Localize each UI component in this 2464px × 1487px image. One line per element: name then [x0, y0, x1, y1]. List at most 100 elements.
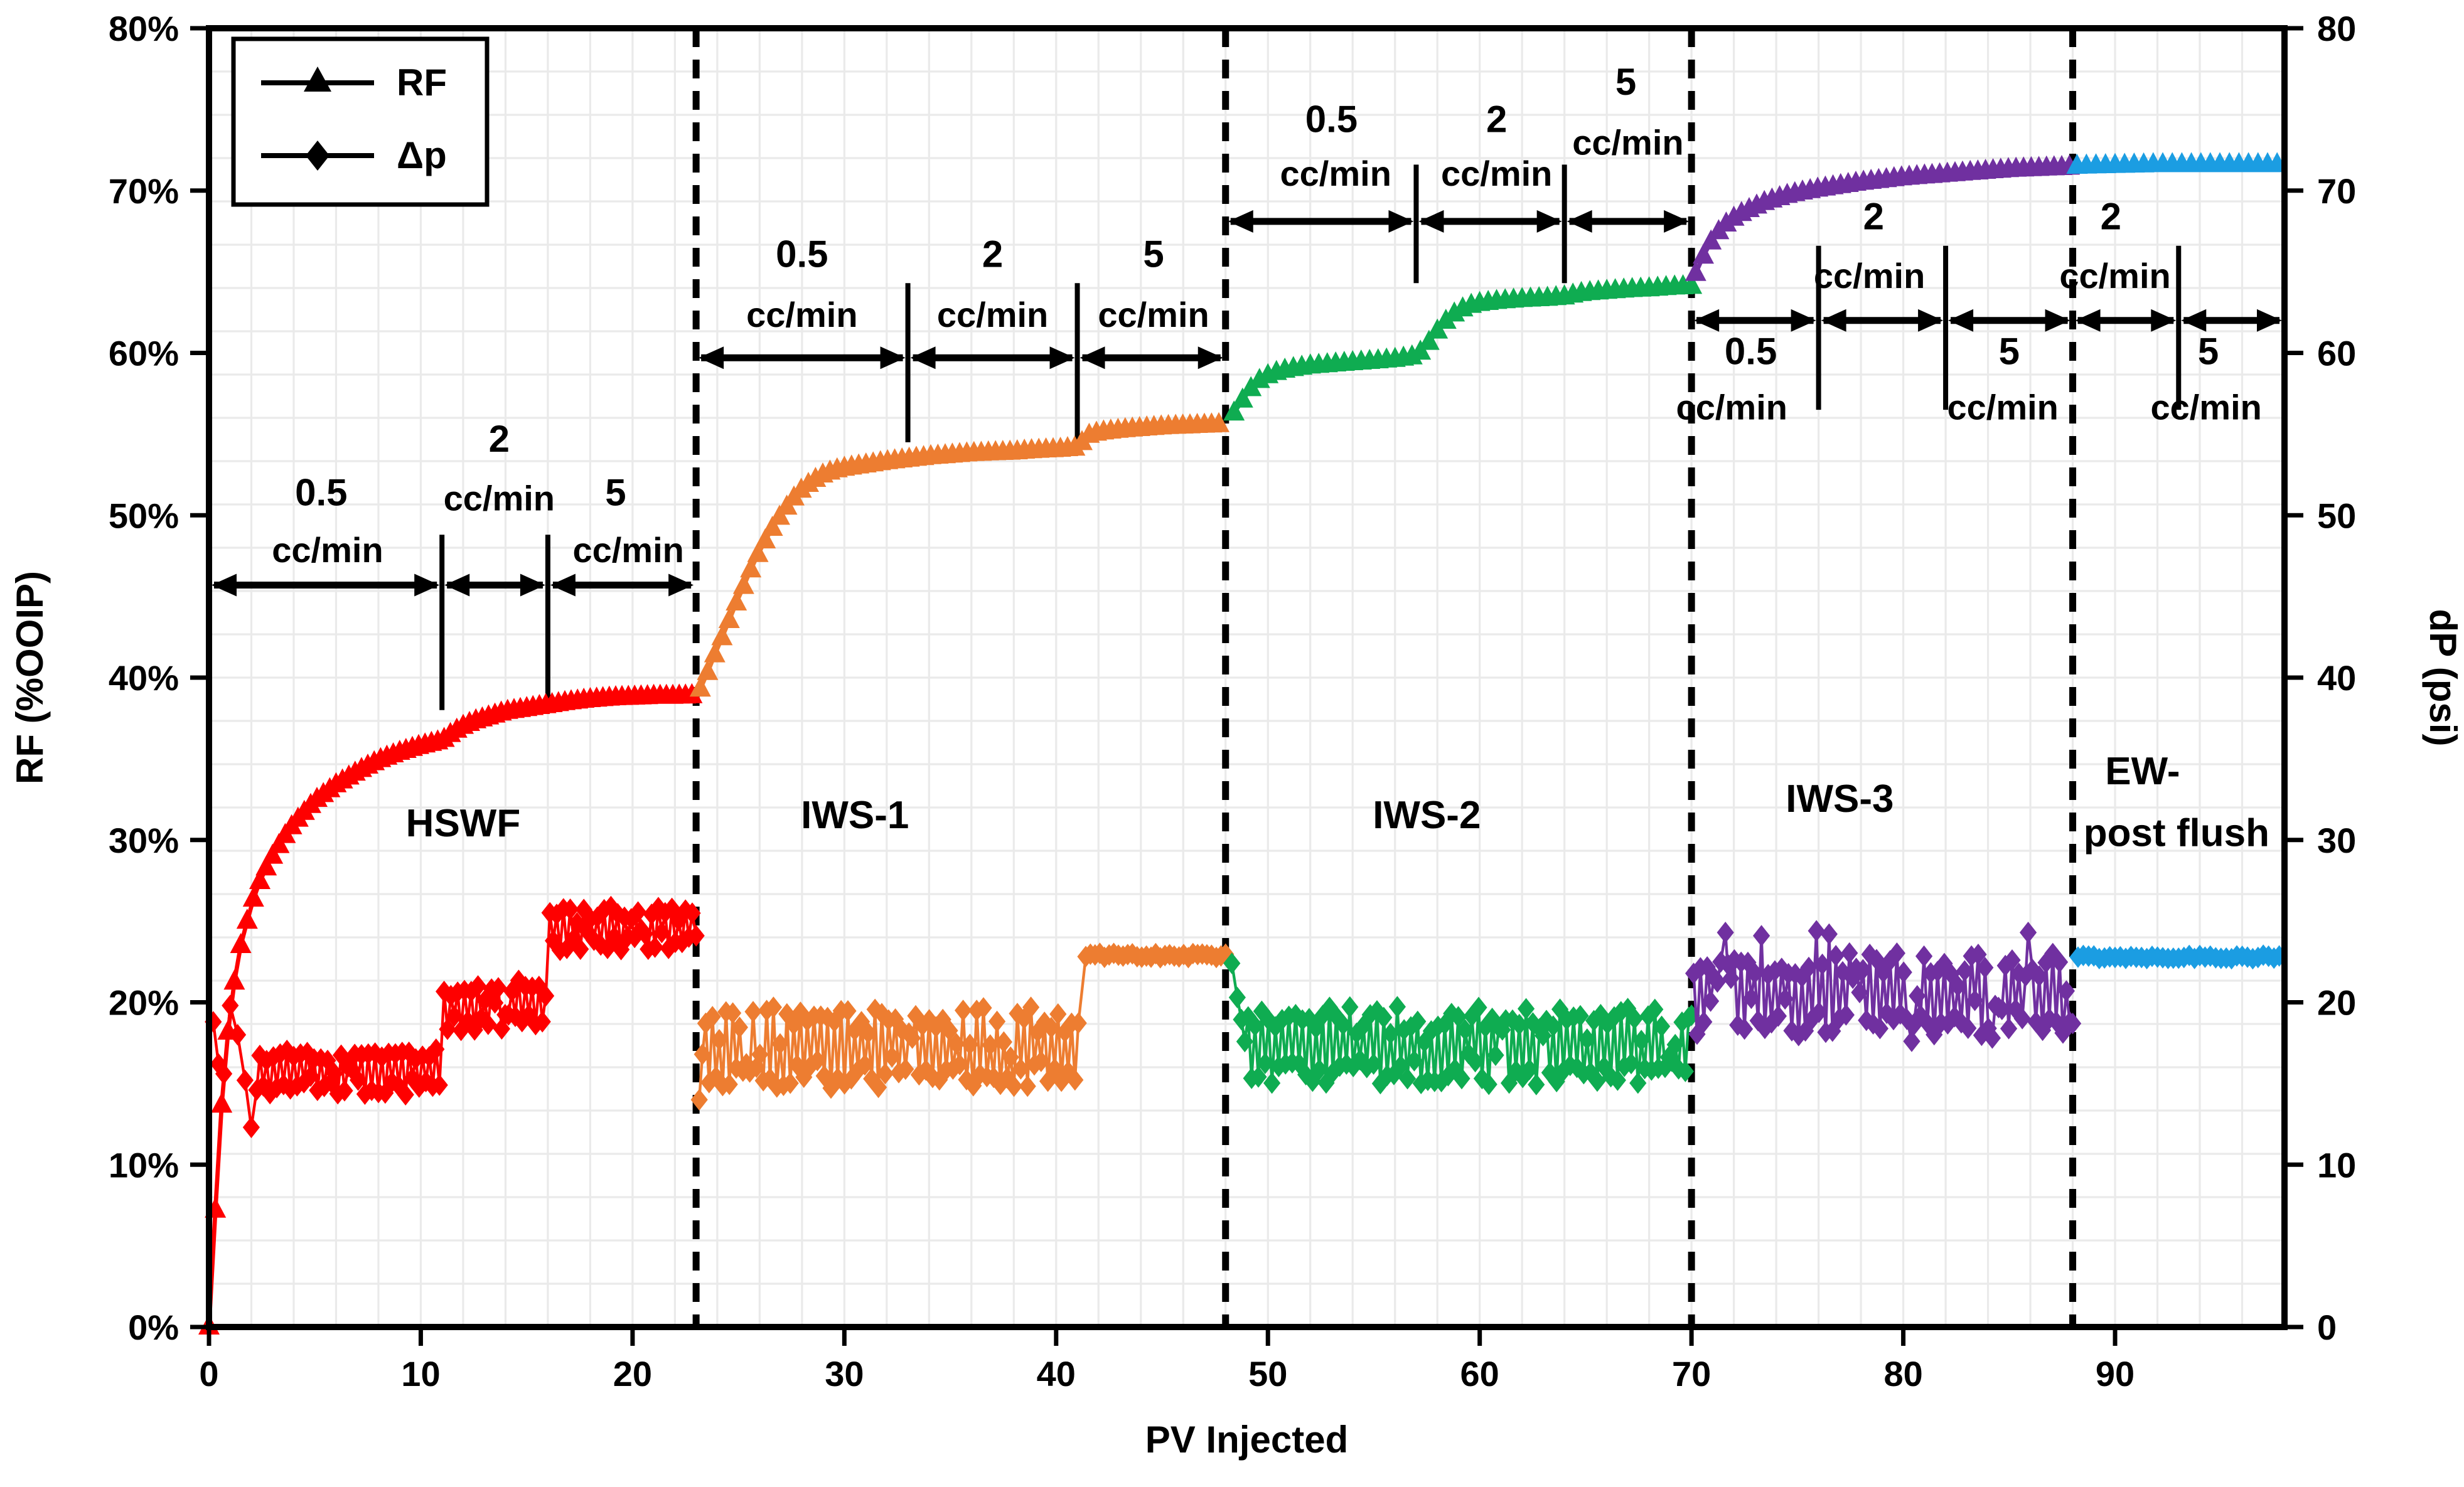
y-left-tick-label: 20%: [109, 983, 179, 1023]
y-right-axis-title: dP (psi): [2422, 609, 2464, 747]
flow-annotation-hswf: [212, 535, 694, 710]
rate-unit-label: cc/min: [1098, 295, 1209, 334]
y-right-tick-label: 70: [2317, 171, 2356, 211]
dp-diamond-markers: [690, 942, 1235, 1111]
rate-value-label: 0.5: [776, 233, 828, 275]
rf-triangle-markers: [1685, 154, 2081, 281]
flow-annotation-ew: [2075, 245, 2282, 410]
rate-value-label: 2: [2101, 196, 2121, 238]
flow-annotation-iws-1: [699, 283, 1223, 442]
series-rf-iws-3: [1685, 154, 2081, 281]
rate-unit-label: cc/min: [1814, 256, 1925, 296]
y-right-tick-label: 30: [2317, 821, 2356, 860]
legend-label: Δp: [397, 134, 447, 176]
flow-annotation-iws-3: [1694, 245, 2070, 410]
y-left-tick-label: 10%: [109, 1145, 179, 1185]
x-tick-label: 40: [1037, 1354, 1076, 1394]
rate-value-label: 5: [1999, 331, 2020, 373]
stage-label-ew-post-flush: EW-: [2105, 750, 2180, 793]
rf-triangle-markers: [2066, 152, 2288, 174]
arrowhead-icon: [1536, 210, 1562, 233]
x-axis-title: PV Injected: [1145, 1419, 1348, 1461]
rate-value-label: 5: [2198, 331, 2219, 373]
y-right-tick-label: 40: [2317, 658, 2356, 698]
y-right-tick-label: 60: [2317, 334, 2356, 373]
arrowhead-icon: [1388, 210, 1414, 233]
diamond-icon: [306, 141, 329, 171]
triangle-icon: [304, 67, 331, 92]
arrowhead-icon: [880, 346, 906, 370]
series-rf-ew-post-flush: [2066, 152, 2288, 174]
rate-value-label: 0.5: [295, 472, 347, 514]
arrowhead-icon: [1694, 309, 1720, 332]
rate-unit-label: cc/min: [1441, 154, 1552, 193]
arrowhead-icon: [444, 573, 470, 597]
dp-diamond-markers: [205, 895, 705, 1138]
rate-unit-label: cc/min: [2059, 256, 2170, 296]
y-right-tick-label: 0: [2317, 1308, 2337, 1347]
series-dp-iws-3: [1685, 920, 2082, 1052]
y-left-tick-label: 50%: [109, 496, 179, 535]
rate-value-label: 2: [1486, 98, 1507, 140]
series-rf-hswf: [198, 683, 703, 1335]
rate-value-label: 0.5: [1725, 331, 1777, 373]
x-tick-label: 30: [825, 1354, 864, 1394]
stage-label-iws-3: IWS-3: [1786, 777, 1894, 821]
rate-value-label: 5: [1143, 233, 1164, 275]
arrowhead-icon: [212, 573, 237, 597]
series-dp-iws-1: [690, 942, 1235, 1111]
arrowhead-icon: [1567, 210, 1592, 233]
rate-value-label: 0.5: [1305, 98, 1358, 140]
x-tick-label: 70: [1672, 1354, 1711, 1394]
arrowhead-icon: [1791, 309, 1816, 332]
arrowhead-icon: [2045, 309, 2070, 332]
arrowhead-icon: [1197, 346, 1223, 370]
rate-unit-label: cc/min: [572, 530, 683, 570]
rf-triangle-markers: [689, 412, 1229, 697]
x-tick-label: 20: [613, 1354, 652, 1394]
rate-value-label: 2: [1863, 196, 1884, 238]
series-rf-iws-1: [689, 412, 1229, 697]
arrowhead-icon: [910, 346, 936, 370]
dp-diamond-markers: [1223, 952, 1700, 1095]
arrowhead-icon: [2181, 309, 2207, 332]
series-dp-hswf: [205, 895, 705, 1138]
rf-triangle-markers: [1223, 274, 1703, 421]
arrowhead-icon: [1079, 346, 1105, 370]
legend-box: [231, 36, 490, 207]
stage-label-hswf: HSWF: [406, 802, 521, 845]
stage-label-2: post flush: [2084, 811, 2269, 855]
arrowhead-icon: [1821, 309, 1846, 332]
x-tick-label: 10: [401, 1354, 440, 1394]
x-tick-label: 50: [1248, 1354, 1287, 1394]
arrowhead-icon: [1664, 210, 1690, 233]
series-dp-ew-post-flush: [2069, 944, 2288, 970]
arrowhead-icon: [414, 573, 440, 597]
y-left-tick-label: 0%: [128, 1308, 179, 1347]
rate-value-label: 2: [489, 418, 510, 460]
dp-diamond-markers: [1685, 920, 2082, 1052]
y-left-tick-label: 80%: [109, 9, 179, 48]
x-tick-label: 80: [1883, 1354, 1922, 1394]
y-right-tick-label: 20: [2317, 983, 2356, 1023]
y-left-tick-label: 60%: [109, 334, 179, 373]
legend: [231, 36, 490, 207]
arrowhead-icon: [520, 573, 545, 597]
arrowhead-icon: [1228, 210, 1253, 233]
rate-unit-label: cc/min: [1947, 387, 2058, 427]
rate-unit-label: cc/min: [272, 530, 383, 570]
arrowhead-icon: [2151, 309, 2177, 332]
rate-unit-label: cc/min: [1280, 154, 1391, 193]
y-right-tick-label: 50: [2317, 496, 2356, 535]
y-left-tick-label: 40%: [109, 658, 179, 698]
rate-unit-label: cc/min: [444, 478, 555, 518]
y-left-tick-label: 70%: [109, 171, 179, 211]
x-tick-label: 90: [2096, 1354, 2135, 1394]
arrowhead-icon: [668, 573, 694, 597]
x-tick-label: 60: [1460, 1354, 1499, 1394]
x-tick-label: 0: [199, 1354, 218, 1394]
series-rf-iws-2: [1223, 274, 1703, 421]
dp-diamond-markers: [2069, 944, 2288, 970]
